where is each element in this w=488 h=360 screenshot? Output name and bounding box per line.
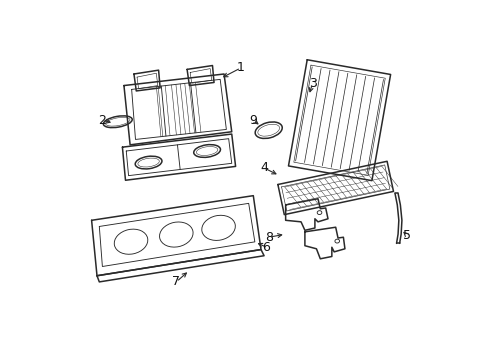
Text: 3: 3 [308, 77, 316, 90]
Text: 2: 2 [98, 114, 106, 127]
Text: 6: 6 [262, 241, 270, 254]
Text: 7: 7 [172, 275, 180, 288]
Text: 9: 9 [249, 114, 257, 127]
Text: 4: 4 [260, 161, 267, 175]
Text: 1: 1 [237, 61, 244, 74]
Text: 8: 8 [264, 231, 272, 244]
Text: 5: 5 [403, 229, 410, 242]
